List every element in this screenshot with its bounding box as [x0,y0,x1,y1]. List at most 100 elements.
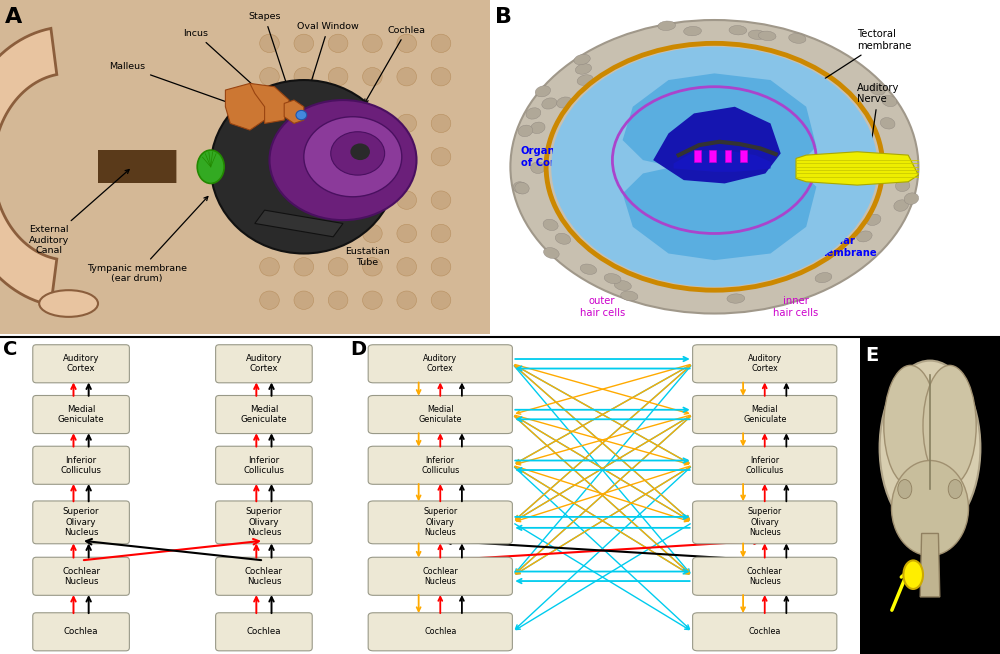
FancyBboxPatch shape [368,557,512,595]
Ellipse shape [294,191,314,209]
Polygon shape [725,150,731,162]
Polygon shape [623,73,816,177]
Ellipse shape [880,360,980,535]
Ellipse shape [328,258,348,276]
Ellipse shape [260,291,279,309]
Ellipse shape [260,191,279,209]
Ellipse shape [923,366,976,486]
Text: B: B [495,7,512,27]
Text: Scala
vestibuli: Scala vestibuli [683,86,725,107]
FancyBboxPatch shape [33,557,129,595]
Text: outer
hair cells: outer hair cells [580,296,625,318]
Ellipse shape [397,34,416,52]
Ellipse shape [895,180,910,192]
FancyBboxPatch shape [693,613,837,651]
Ellipse shape [304,116,402,197]
Text: Medial
Geniculate: Medial Geniculate [419,405,462,424]
Ellipse shape [515,182,529,194]
FancyBboxPatch shape [33,396,129,434]
FancyBboxPatch shape [860,337,1000,654]
Ellipse shape [555,233,571,245]
Ellipse shape [328,67,348,86]
FancyBboxPatch shape [693,501,837,543]
Text: Medial
Geniculate: Medial Geniculate [58,405,104,424]
Text: Basilar
membrane: Basilar membrane [763,169,877,258]
Ellipse shape [328,191,348,209]
Ellipse shape [294,224,314,243]
Text: A: A [5,7,22,27]
Ellipse shape [431,224,451,243]
Ellipse shape [880,118,895,129]
Text: E: E [866,347,879,366]
Text: Medial
Geniculate: Medial Geniculate [241,405,287,424]
Ellipse shape [397,291,416,309]
Ellipse shape [580,264,597,275]
Text: Cochlea: Cochlea [64,627,98,636]
Text: Scala
media: Scala media [648,122,679,145]
FancyBboxPatch shape [693,396,837,434]
Text: Superior
Olivary
Nucleus: Superior Olivary Nucleus [748,508,782,538]
Ellipse shape [431,67,451,86]
FancyBboxPatch shape [216,446,312,485]
FancyBboxPatch shape [368,396,512,434]
Ellipse shape [621,291,638,301]
Ellipse shape [894,199,908,211]
Ellipse shape [294,34,314,52]
Text: Stapes: Stapes [248,12,293,103]
Polygon shape [740,150,747,162]
Text: Eustatian
Tube: Eustatian Tube [303,228,390,267]
Ellipse shape [397,67,416,86]
Ellipse shape [758,31,776,41]
Text: Tympanic membrane
(ear drum): Tympanic membrane (ear drum) [87,197,208,283]
Ellipse shape [535,86,551,97]
Ellipse shape [331,131,385,175]
Ellipse shape [294,258,314,276]
Ellipse shape [789,33,806,43]
Ellipse shape [363,224,382,243]
Ellipse shape [604,273,621,284]
FancyBboxPatch shape [216,501,312,543]
Text: Cochlear
Nucleus: Cochlear Nucleus [62,566,100,586]
Polygon shape [98,133,216,150]
Ellipse shape [892,460,968,556]
Ellipse shape [431,34,451,52]
Ellipse shape [363,191,382,209]
Text: Auditory
Cortex: Auditory Cortex [63,354,99,373]
Ellipse shape [431,291,451,309]
Text: Auditory
Cortex: Auditory Cortex [246,354,282,373]
Ellipse shape [294,148,314,166]
Ellipse shape [544,248,559,258]
Ellipse shape [748,30,766,39]
Ellipse shape [531,162,545,173]
Ellipse shape [684,26,701,36]
Ellipse shape [328,34,348,52]
Ellipse shape [575,63,592,74]
Ellipse shape [397,258,416,276]
Ellipse shape [328,224,348,243]
Ellipse shape [577,75,593,86]
Polygon shape [674,150,770,172]
Polygon shape [653,107,781,183]
Text: Superior
Olivary
Nucleus: Superior Olivary Nucleus [63,508,99,538]
Ellipse shape [510,20,918,313]
Polygon shape [796,152,918,185]
FancyBboxPatch shape [368,613,512,651]
Ellipse shape [431,258,451,276]
Ellipse shape [363,291,382,309]
Ellipse shape [197,150,224,183]
Polygon shape [98,183,216,200]
Ellipse shape [39,290,98,317]
Ellipse shape [363,148,382,166]
Text: Auditory
Cortex: Auditory Cortex [423,354,457,373]
Ellipse shape [557,97,572,108]
Text: Cochlear
Nucleus: Cochlear Nucleus [422,566,458,586]
Ellipse shape [270,100,416,220]
FancyBboxPatch shape [693,345,837,383]
Text: Auditory
Cortex: Auditory Cortex [748,354,782,373]
Polygon shape [225,83,270,130]
Ellipse shape [574,54,590,65]
Ellipse shape [431,148,451,166]
Ellipse shape [260,148,279,166]
Ellipse shape [513,182,527,194]
Text: C: C [3,340,18,359]
